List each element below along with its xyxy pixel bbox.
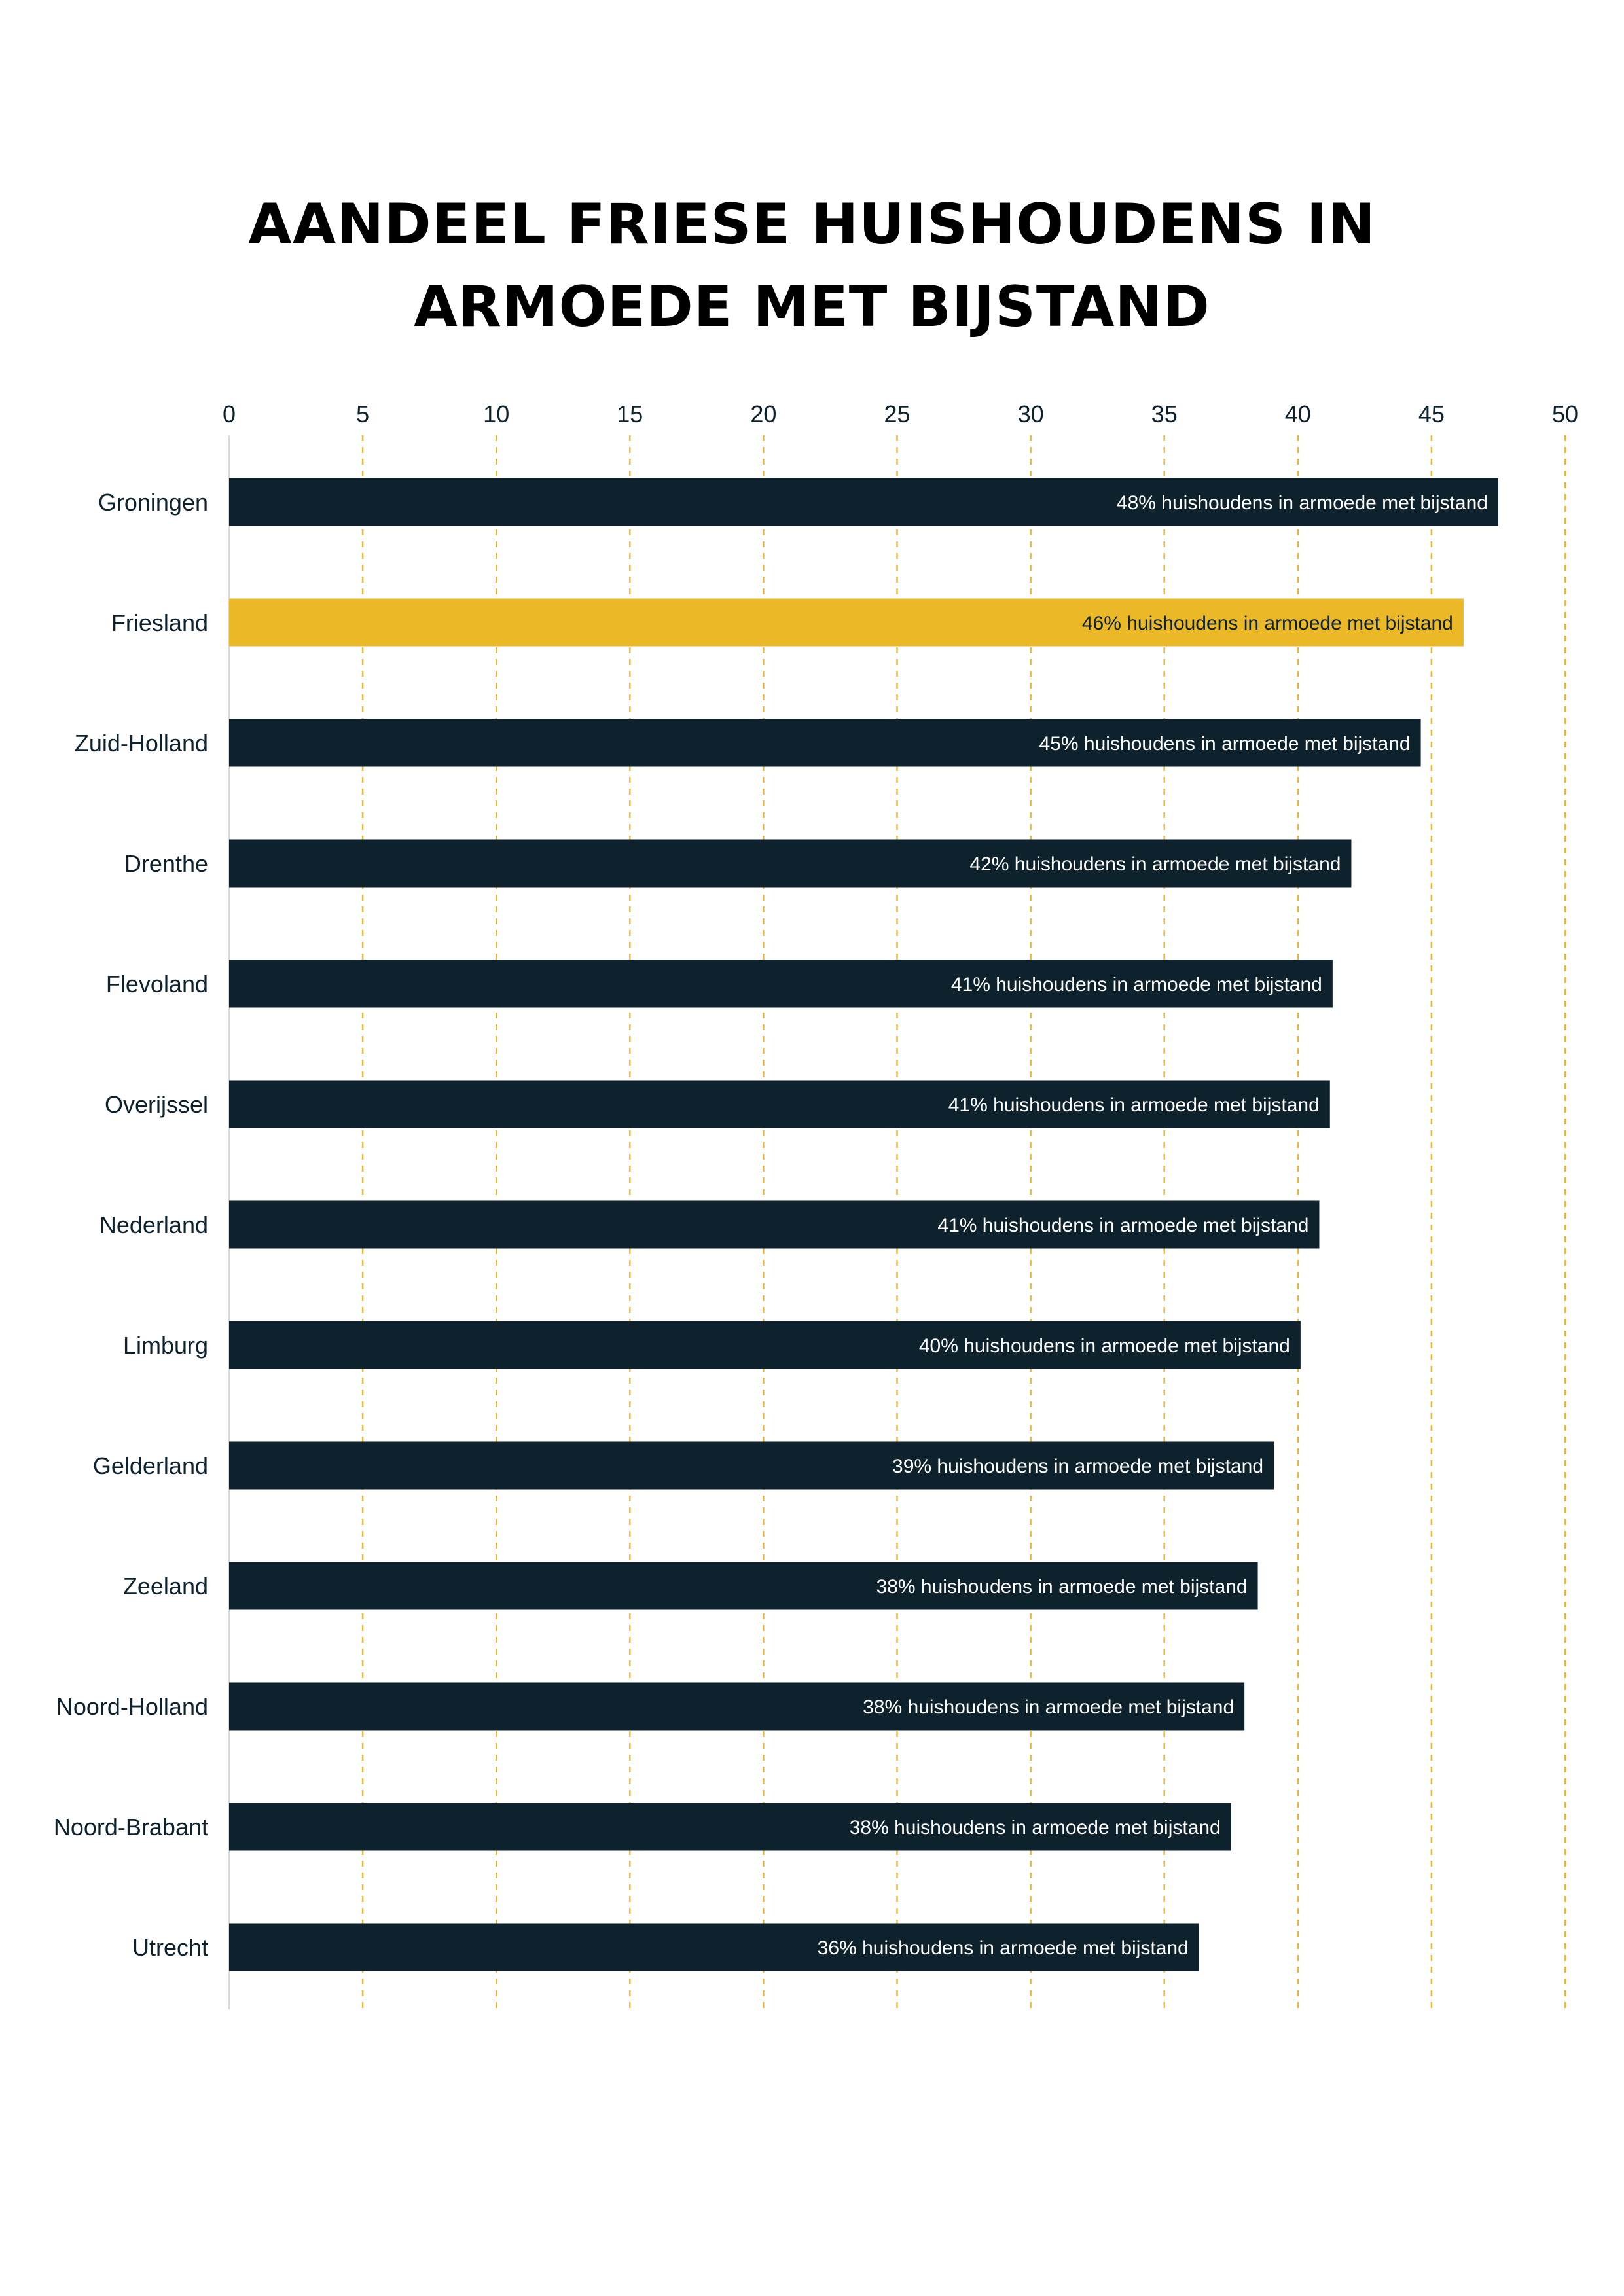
data-label: 45% huishoudens in armoede met bijstand (1039, 733, 1411, 755)
category-label: Noord-Brabant (54, 1814, 208, 1840)
bar (229, 1682, 1245, 1731)
bar (229, 478, 1498, 526)
category-label: Nederland (99, 1211, 208, 1238)
bar (229, 1080, 1330, 1128)
x-tick-label: 10 (483, 401, 509, 427)
bar (229, 1803, 1231, 1851)
x-tick-label: 20 (750, 401, 776, 427)
bar (229, 1562, 1258, 1610)
chart-title: AANDEEL FRIESE HUISHOUDENS IN ARMOEDE ME… (0, 183, 1624, 348)
x-tick-label: 35 (1151, 401, 1178, 427)
bar (229, 1441, 1274, 1490)
category-label: Drenthe (124, 850, 208, 877)
data-label: 36% huishoudens in armoede met bijstand (818, 1937, 1189, 1959)
category-label: Gelderland (93, 1452, 208, 1479)
data-label: 39% huishoudens in armoede met bijstand (892, 1456, 1263, 1477)
x-tick-label: 15 (617, 401, 643, 427)
bar (229, 839, 1352, 888)
data-label: 48% huishoudens in armoede met bijstand (1117, 492, 1488, 514)
x-tick-label: 50 (1552, 401, 1578, 427)
data-label: 41% huishoudens in armoede met bijstand (937, 1215, 1308, 1236)
category-label: Utrecht (132, 1934, 208, 1961)
category-label: Friesland (111, 609, 208, 636)
category-label: Flevoland (106, 971, 208, 997)
data-label: 38% huishoudens in armoede met bijstand (863, 1696, 1234, 1718)
chart-title-line-2: ARMOEDE MET BIJSTAND (414, 274, 1210, 340)
x-tick-label: 5 (356, 401, 369, 427)
x-tick-label: 0 (223, 401, 236, 427)
data-label: 40% huishoudens in armoede met bijstand (919, 1335, 1290, 1357)
data-label: 41% huishoudens in armoede met bijstand (951, 974, 1322, 996)
x-tick-label: 45 (1418, 401, 1445, 427)
bar (229, 1923, 1199, 1971)
category-label: Groningen (98, 489, 208, 516)
bar (229, 719, 1421, 767)
data-label: 38% huishoudens in armoede met bijstand (850, 1817, 1221, 1839)
bar (229, 1200, 1320, 1249)
data-label: 41% huishoudens in armoede met bijstand (948, 1094, 1320, 1116)
category-label: Zeeland (123, 1573, 208, 1600)
category-label: Zuid-Holland (75, 730, 208, 757)
bar (229, 598, 1464, 647)
x-tick-label: 30 (1018, 401, 1044, 427)
chart-title-line-1: AANDEEL FRIESE HUISHOUDENS IN (248, 192, 1376, 257)
bar (229, 1321, 1301, 1369)
data-label: 38% huishoudens in armoede met bijstand (876, 1576, 1248, 1598)
data-label: 42% huishoudens in armoede met bijstand (969, 853, 1341, 875)
bar (229, 960, 1333, 1008)
x-tick-label: 25 (884, 401, 910, 427)
data-label: 46% huishoudens in armoede met bijstand (1082, 613, 1453, 634)
category-label: Noord-Holland (56, 1693, 208, 1720)
category-label: Overijssel (105, 1091, 208, 1118)
category-label: Limburg (123, 1332, 208, 1359)
x-tick-label: 40 (1285, 401, 1311, 427)
